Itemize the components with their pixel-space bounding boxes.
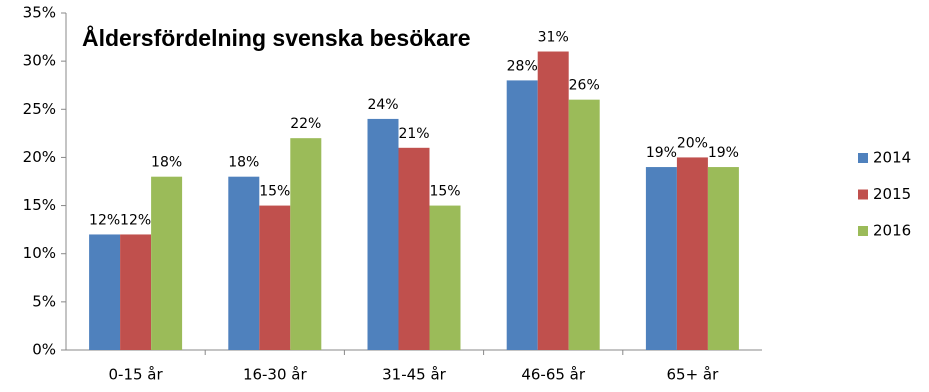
x-tick-label: 65+ år xyxy=(667,366,720,384)
y-tick-label: 5% xyxy=(32,292,56,310)
x-tick-label: 31-45 år xyxy=(382,366,447,384)
value-label: 12% xyxy=(89,212,120,228)
chart-title: Åldersfördelning svenska besökare xyxy=(82,24,471,51)
value-label: 18% xyxy=(228,155,259,171)
bar xyxy=(537,51,569,351)
value-label: 31% xyxy=(538,30,569,46)
bar xyxy=(120,234,152,350)
bar xyxy=(89,234,121,350)
bar xyxy=(645,167,677,350)
value-label: 12% xyxy=(120,212,151,228)
value-label: 19% xyxy=(708,145,739,161)
bar xyxy=(290,138,322,350)
y-tick-label: 0% xyxy=(32,341,56,359)
x-tick-label: 46-65 år xyxy=(521,366,586,384)
legend-swatch xyxy=(858,189,868,200)
value-label: 15% xyxy=(259,184,290,200)
bar xyxy=(151,176,183,350)
bar xyxy=(367,118,399,351)
legend-label: 2015 xyxy=(873,185,911,203)
value-label: 26% xyxy=(569,78,600,94)
bar xyxy=(506,80,538,351)
bar xyxy=(676,157,708,350)
y-tick-label: 15% xyxy=(23,196,56,214)
bar xyxy=(228,176,260,350)
value-label: 24% xyxy=(367,97,398,113)
x-tick-label: 0-15 år xyxy=(109,366,164,384)
value-label: 28% xyxy=(507,58,538,74)
value-label: 21% xyxy=(398,126,429,142)
y-tick-label: 30% xyxy=(23,52,56,70)
bar xyxy=(398,147,430,350)
y-tick-label: 25% xyxy=(23,100,56,118)
legend-swatch xyxy=(858,226,868,236)
value-label: 19% xyxy=(646,145,677,161)
x-tick-label: 16-30 år xyxy=(243,366,308,384)
value-label: 22% xyxy=(290,116,321,132)
legend-label: 2014 xyxy=(873,149,911,167)
value-label: 18% xyxy=(151,155,182,171)
bar xyxy=(568,99,600,351)
y-tick-label: 10% xyxy=(23,244,56,262)
y-tick-label: 35% xyxy=(23,4,56,22)
value-label: 20% xyxy=(677,135,708,151)
bar xyxy=(429,205,461,350)
y-tick-label: 20% xyxy=(23,148,56,166)
bar xyxy=(259,205,291,350)
value-label: 15% xyxy=(429,184,460,200)
legend-label: 2016 xyxy=(873,222,911,240)
bar xyxy=(707,167,739,350)
legend-swatch xyxy=(858,153,868,163)
